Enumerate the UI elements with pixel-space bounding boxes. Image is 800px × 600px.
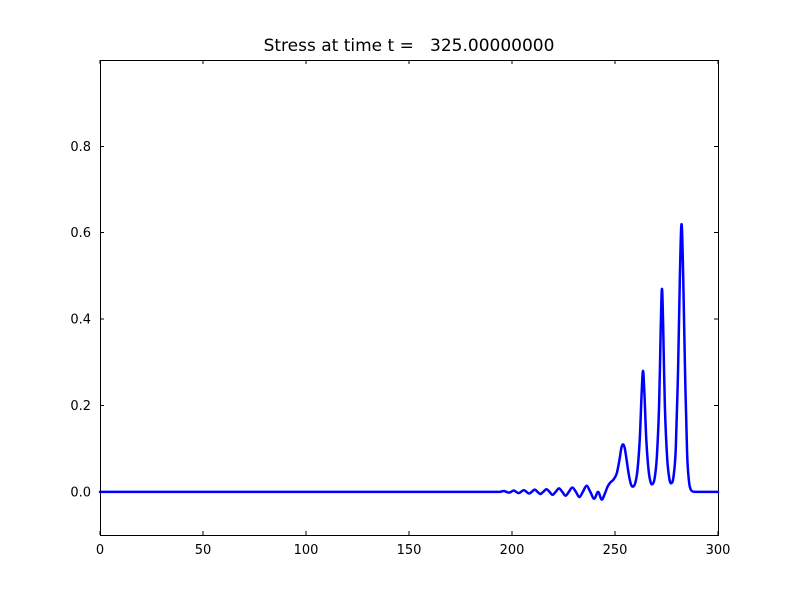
x-tick-label: 100 [294,543,319,558]
plot-title: Stress at time t = 325.00000000 [263,36,555,56]
y-tick-label: 0.0 [70,485,91,500]
plot-frame [100,60,719,536]
y-tick-label: 0.2 [70,399,91,414]
x-tick-label: 50 [195,543,212,558]
x-tick-label: 250 [603,543,628,558]
stress-curve [98,222,720,501]
x-tick-label: 150 [397,543,422,558]
x-tick-label: 300 [706,543,731,558]
x-tick-label: 200 [500,543,525,558]
y-tick-label: 0.8 [70,140,91,155]
x-tick-label: 0 [96,543,104,558]
y-tick-label: 0.4 [70,313,91,328]
y-tick-label: 0.6 [70,226,91,241]
